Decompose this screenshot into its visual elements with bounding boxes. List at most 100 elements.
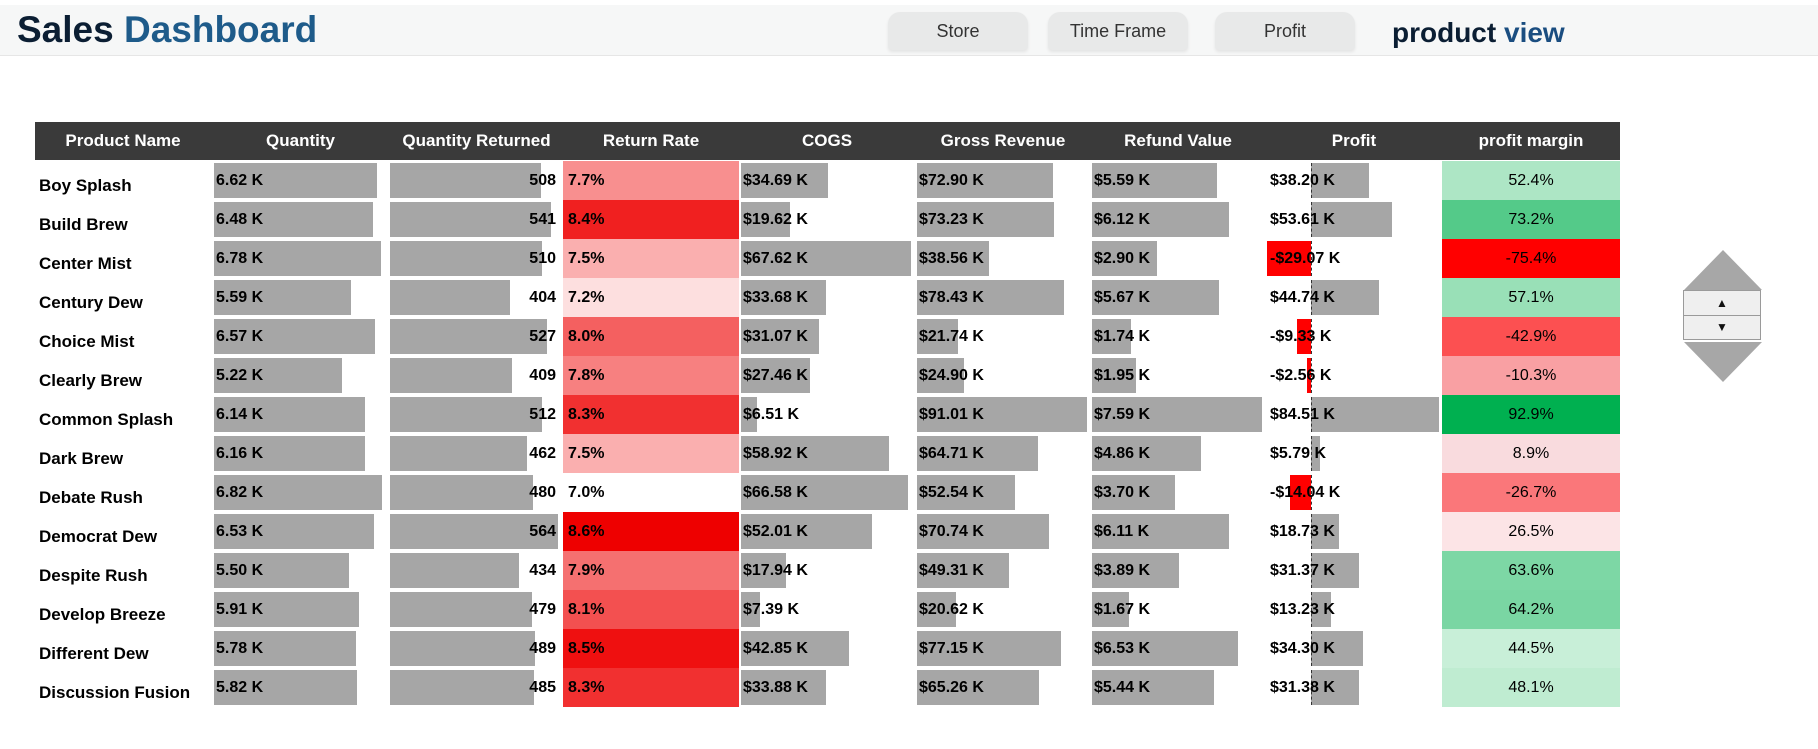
cell-cogs: $6.51 K (740, 395, 914, 434)
data-bar (390, 358, 512, 393)
cell-refund-value: $3.70 K (1091, 473, 1265, 512)
header-col-refund-value: Refund Value (1124, 131, 1232, 150)
cell-value: $18.73 K (1270, 522, 1335, 540)
data-bar (1092, 553, 1179, 588)
cell-value: 489 (529, 639, 556, 657)
profit-bar (1311, 436, 1320, 471)
data-bar (214, 397, 365, 432)
cell-product-name: Center Mist (39, 254, 132, 273)
cell-cogs: $33.68 K (740, 278, 914, 317)
tab-profit[interactable]: Profit (1215, 12, 1355, 50)
profit-bar (1311, 163, 1369, 198)
cell-quantity-returned: 564 (389, 512, 564, 551)
cell-value: 6.14 K (216, 405, 264, 423)
cell-value: $65.26 K (919, 678, 984, 696)
cell-refund-value: $3.89 K (1091, 551, 1265, 590)
data-bar (390, 631, 535, 666)
data-bar (1092, 631, 1238, 666)
header-col-profit-margin: profit margin (1478, 131, 1584, 150)
title-bar-divider (0, 55, 1818, 56)
cell-value: $1.95 K (1094, 366, 1151, 384)
cell-cogs: $58.92 K (740, 434, 914, 473)
cell-gross-revenue: $24.90 K (916, 356, 1090, 395)
data-bar (917, 592, 956, 627)
data-bar (741, 319, 819, 354)
profit-axis (1311, 592, 1312, 627)
data-bar (917, 670, 1039, 705)
cell-value: 527 (529, 327, 556, 345)
cell-gross-revenue: $65.26 K (916, 668, 1090, 707)
data-bar (741, 475, 908, 510)
cell-value: $67.62 K (743, 249, 808, 267)
cell-value: 5.50 K (216, 561, 264, 579)
spinner-down-button[interactable]: ▼ (1716, 320, 1728, 334)
cell-profit: $84.51 K (1267, 395, 1441, 434)
cell-value: $84.51 K (1270, 405, 1335, 423)
view-label-part2: view (1504, 17, 1565, 48)
data-bar (741, 592, 760, 627)
cell-value: -$29.07 K (1270, 249, 1341, 267)
data-bar (390, 670, 534, 705)
cell-profit-margin: 48.1% (1442, 668, 1620, 707)
cell-refund-value: $1.67 K (1091, 590, 1265, 629)
profit-bar (1311, 553, 1359, 588)
data-bar (390, 319, 547, 354)
cell-value: 485 (529, 678, 556, 696)
data-bar (1092, 358, 1136, 393)
data-bar (214, 163, 377, 198)
triangle-up-icon[interactable] (1684, 250, 1762, 290)
tab-store[interactable]: Store (888, 12, 1028, 50)
cell-quantity-returned: 409 (389, 356, 564, 395)
cell-quantity: 5.82 K (213, 668, 388, 707)
triangle-down-icon[interactable] (1684, 342, 1762, 382)
cell-quantity-returned: 404 (389, 278, 564, 317)
table-row: Different Dew 5.78 K 489 8.5% $42.85 K $77.15… (35, 629, 1620, 668)
data-bar (390, 592, 532, 627)
view-label-part1: product (1392, 17, 1497, 48)
data-bar (214, 319, 375, 354)
cell-value: $7.39 K (743, 600, 800, 618)
cell-value: $31.38 K (1270, 678, 1335, 696)
table-row: Build Brew 6.48 K 541 8.4% $19.62 K $73.23 K $… (35, 200, 1620, 239)
profit-bar (1311, 280, 1379, 315)
cell-refund-value: $6.12 K (1091, 200, 1265, 239)
cell-value: 462 (529, 444, 556, 462)
cell-return-rate: 7.8% (563, 356, 739, 395)
profit-bar (1267, 241, 1311, 276)
cell-cogs: $33.88 K (740, 668, 914, 707)
profit-bar (1311, 202, 1392, 237)
data-bar (390, 280, 510, 315)
cell-profit: $38.20 K (1267, 161, 1441, 200)
data-bar (390, 553, 519, 588)
cell-quantity-returned: 510 (389, 239, 564, 278)
cell-value: $38.56 K (919, 249, 984, 267)
header-col-return-rate: Return Rate (602, 131, 700, 150)
cell-value: $34.30 K (1270, 639, 1335, 657)
cell-quantity: 6.57 K (213, 317, 388, 356)
profit-axis (1311, 358, 1312, 393)
cell-cogs: $7.39 K (740, 590, 914, 629)
header-col-quantity-returned: Quantity Returned (402, 131, 551, 150)
cell-quantity: 6.14 K (213, 395, 388, 434)
cell-quantity-returned: 485 (389, 668, 564, 707)
cell-quantity-returned: 480 (389, 473, 564, 512)
cell-return-rate: 7.5% (563, 434, 739, 473)
cell-value: -$9.33 K (1270, 327, 1332, 345)
cell-value: $78.43 K (919, 288, 984, 306)
cell-quantity: 5.91 K (213, 590, 388, 629)
table-row: Develop Breeze 5.91 K 479 8.1% $7.39 K $20.62… (35, 590, 1620, 629)
spinner-up-button[interactable]: ▲ (1684, 291, 1760, 316)
cell-value: $33.68 K (743, 288, 808, 306)
cell-product-name: Despite Rush (39, 566, 148, 585)
cell-value: $19.62 K (743, 210, 808, 228)
data-bar (390, 241, 542, 276)
cell-value: 409 (529, 366, 556, 384)
cell-profit-margin: -10.3% (1442, 356, 1620, 395)
cell-value: $44.74 K (1270, 288, 1335, 306)
tab-time-frame[interactable]: Time Frame (1048, 12, 1188, 50)
cell-cogs: $42.85 K (740, 629, 914, 668)
profit-bar (1297, 319, 1311, 354)
cell-value: $13.23 K (1270, 600, 1335, 618)
data-bar (741, 436, 889, 471)
cell-value: $6.12 K (1094, 210, 1151, 228)
